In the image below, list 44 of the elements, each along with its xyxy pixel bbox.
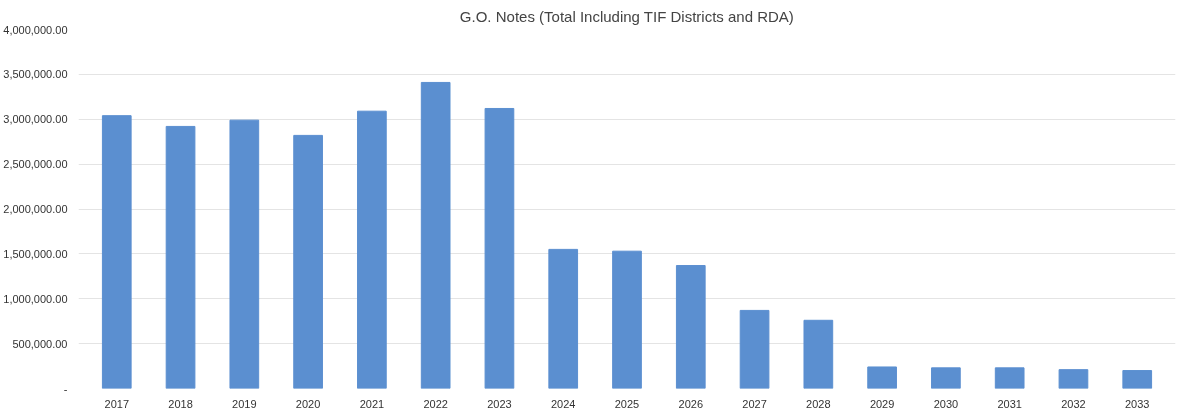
x-tick-label: 2020 [295, 397, 321, 410]
bar [867, 366, 897, 389]
x-tick-label: 2028 [806, 397, 831, 410]
y-tick-label: 3,000,000.00 [3, 113, 68, 126]
x-tick-label: 2031 [997, 397, 1022, 410]
bar [484, 107, 515, 389]
y-tick-label: 2,000,000.00 [3, 203, 68, 215]
y-tick-label: 1,500,000.00 [3, 247, 68, 260]
y-tick-label: 3,500,000.00 [3, 68, 68, 81]
x-tick-label: 2027 [742, 397, 767, 410]
x-tick-label: 2026 [678, 397, 704, 410]
bar [612, 250, 642, 389]
x-tick-label: 2023 [487, 397, 512, 410]
bar [994, 367, 1025, 389]
bar [1122, 370, 1153, 389]
x-tick-label: 2025 [614, 397, 640, 410]
x-tick-label: 2019 [232, 397, 257, 410]
bar [293, 134, 323, 389]
bar [675, 265, 706, 389]
bar [101, 115, 132, 389]
bar [739, 309, 770, 389]
bar [420, 81, 451, 389]
x-tick-label: 2030 [933, 397, 959, 410]
y-tick-label: 2,500,000.00 [3, 158, 68, 171]
bar [548, 248, 579, 389]
y-tick-label: - [63, 382, 68, 395]
chart-title: G.O. Notes (Total Including TIF Districts and RDA) [459, 7, 794, 25]
y-tick-label: 500,000.00 [12, 337, 68, 350]
x-tick-label: 2032 [1061, 397, 1086, 410]
y-tick-label: 1,000,000.00 [3, 292, 68, 305]
bar [229, 119, 260, 389]
y-tick-label: 4,000,000.00 [3, 23, 68, 36]
x-tick-label: 2018 [168, 397, 193, 410]
x-tick-label: 2033 [1125, 397, 1150, 410]
bar [931, 367, 961, 389]
x-tick-label: 2017 [104, 397, 130, 410]
x-tick-label: 2024 [550, 397, 576, 410]
x-tick-label: 2029 [869, 397, 895, 410]
bar [803, 319, 834, 389]
bar [357, 110, 387, 389]
x-tick-label: 2022 [423, 397, 448, 410]
x-tick-label: 2021 [359, 397, 385, 410]
bar [1058, 369, 1089, 389]
bar [165, 125, 196, 389]
